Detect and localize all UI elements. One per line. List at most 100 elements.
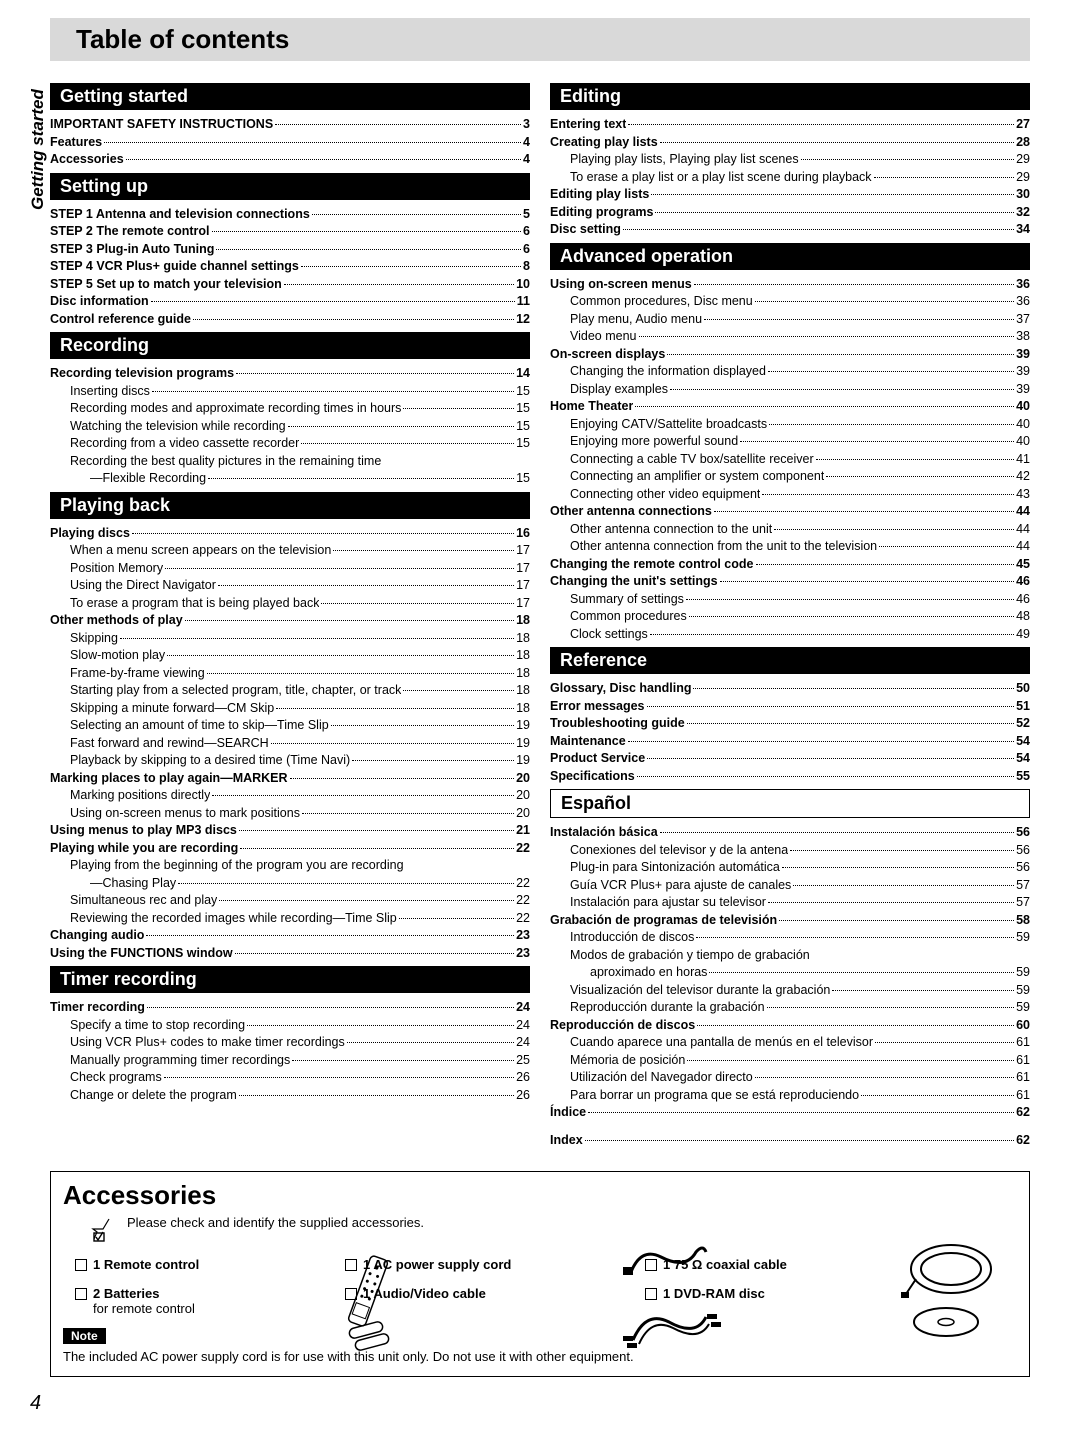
toc-label: Editing play lists [550,186,649,204]
toc-label: Introducción de discos [570,929,694,947]
toc-leader [650,634,1014,635]
toc-leader [167,655,514,656]
toc-page: 59 [1016,999,1030,1017]
toc-label: Starting play from a selected program, t… [70,682,401,700]
toc-page: 42 [1016,468,1030,486]
toc-page: 57 [1016,894,1030,912]
toc-leader [782,867,1014,868]
toc-label: Disc information [50,293,149,311]
toc-page: 37 [1016,311,1030,329]
toc-leader [276,708,514,709]
toc-leader [696,937,1014,938]
toc-page: 6 [523,223,530,241]
toc-entry: Index62 [550,1132,1030,1150]
section-header: Recording [50,332,530,359]
toc-page: 18 [516,682,530,700]
toc-label: Creating play lists [550,134,658,152]
toc-leader [403,690,514,691]
toc-label: Cuando aparece una pantalla de menús en … [570,1034,873,1052]
toc-page: 29 [1016,151,1030,169]
toc-page: 60 [1016,1017,1030,1035]
toc-leader [686,599,1014,600]
toc-entry: STEP 4 VCR Plus+ guide channel settings8 [50,258,530,276]
toc-page: 62 [1016,1104,1030,1122]
accessories-intro-text: Please check and identify the supplied a… [127,1215,424,1230]
toc-label: Guía VCR Plus+ para ajuste de canales [570,877,791,895]
toc-entry: STEP 3 Plug-in Auto Tuning6 [50,241,530,259]
toc-label: aproximado en horas [590,964,707,982]
toc-leader [247,1025,514,1026]
toc-page: 17 [516,542,530,560]
toc-page: 16 [516,525,530,543]
toc-label: Other methods of play [50,612,183,630]
toc-leader [660,142,1014,143]
toc-label: Plug-in para Sintonización automática [570,859,780,877]
toc-page: 46 [1016,591,1030,609]
accessory-item: 1 Remote control [75,1257,345,1272]
page-title: Table of contents [76,24,1020,55]
toc-leader [185,620,514,621]
toc-leader [126,159,521,160]
toc-page: 52 [1016,715,1030,733]
toc-page: 20 [516,787,530,805]
toc-label: Using on-screen menus [550,276,692,294]
note-label: Note [63,1328,106,1344]
toc-page: 17 [516,595,530,613]
toc-label: —Flexible Recording [90,470,206,488]
toc-entry: Other antenna connection to the unit44 [550,521,1030,539]
toc-label: Troubleshooting guide [550,715,685,733]
toc-page: 59 [1016,964,1030,982]
toc-page: 54 [1016,733,1030,751]
toc-leader [826,476,1014,477]
checkbox-icon [75,1259,87,1271]
toc-entry: Recording from a video cassette recorder… [50,435,530,453]
toc-label: Recording from a video cassette recorder [70,435,299,453]
toc-entry: Recording television programs14 [50,365,530,383]
toc-entry: To erase a program that is being played … [50,595,530,613]
toc-label: STEP 1 Antenna and television connection… [50,206,310,224]
toc-page: 4 [523,151,530,169]
section-header: Reference [550,647,1030,674]
toc-page: 24 [516,1034,530,1052]
toc-page: 61 [1016,1034,1030,1052]
toc-leader [333,550,514,551]
toc-entry: Glossary, Disc handling50 [550,680,1030,698]
toc-leader [628,124,1014,125]
toc-entry: Connecting a cable TV box/satellite rece… [550,451,1030,469]
toc-label: Marking positions directly [70,787,210,805]
toc-page: 4 [523,134,530,152]
toc-label: Marking places to play again—MARKER [50,770,288,788]
toc-page: 5 [523,206,530,224]
toc-entry: Error messages51 [550,698,1030,716]
toc-leader [347,1042,514,1043]
toc-label: Maintenance [550,733,626,751]
toc-entry: Grabación de programas de televisión58 [550,912,1030,930]
toc-entry: Timer recording24 [50,999,530,1017]
toc-label: Editing programs [550,204,653,222]
toc-label: Instalación básica [550,824,658,842]
toc-entry: Enjoying CATV/Sattelite broadcasts40 [550,416,1030,434]
toc-entry: Cuando aparece una pantalla de menús en … [550,1034,1030,1052]
toc-leader [178,883,514,884]
toc-label: Playing while you are recording [50,840,238,858]
toc-entry: Disc setting34 [550,221,1030,239]
toc-entry: Creating play lists28 [550,134,1030,152]
toc-page: 38 [1016,328,1030,346]
section-header: Editing [550,83,1030,110]
toc-page: 39 [1016,346,1030,364]
toc-leader [208,478,514,479]
toc-entry: Using on-screen menus to mark positions2… [50,805,530,823]
toc-leader [588,1112,1014,1113]
toc-left-column: Getting startedIMPORTANT SAFETY INSTRUCT… [50,79,530,1149]
toc-entry: Using the Direct Navigator17 [50,577,530,595]
toc-label: Check programs [70,1069,162,1087]
toc-label: On-screen displays [550,346,665,364]
toc-label: Enjoying CATV/Sattelite broadcasts [570,416,767,434]
toc-page: 55 [1016,768,1030,786]
toc-leader [635,406,1014,407]
toc-leader [762,494,1014,495]
toc-page: 18 [516,612,530,630]
toc-leader [667,354,1014,355]
toc-entry: Common procedures48 [550,608,1030,626]
toc-leader [132,533,514,534]
